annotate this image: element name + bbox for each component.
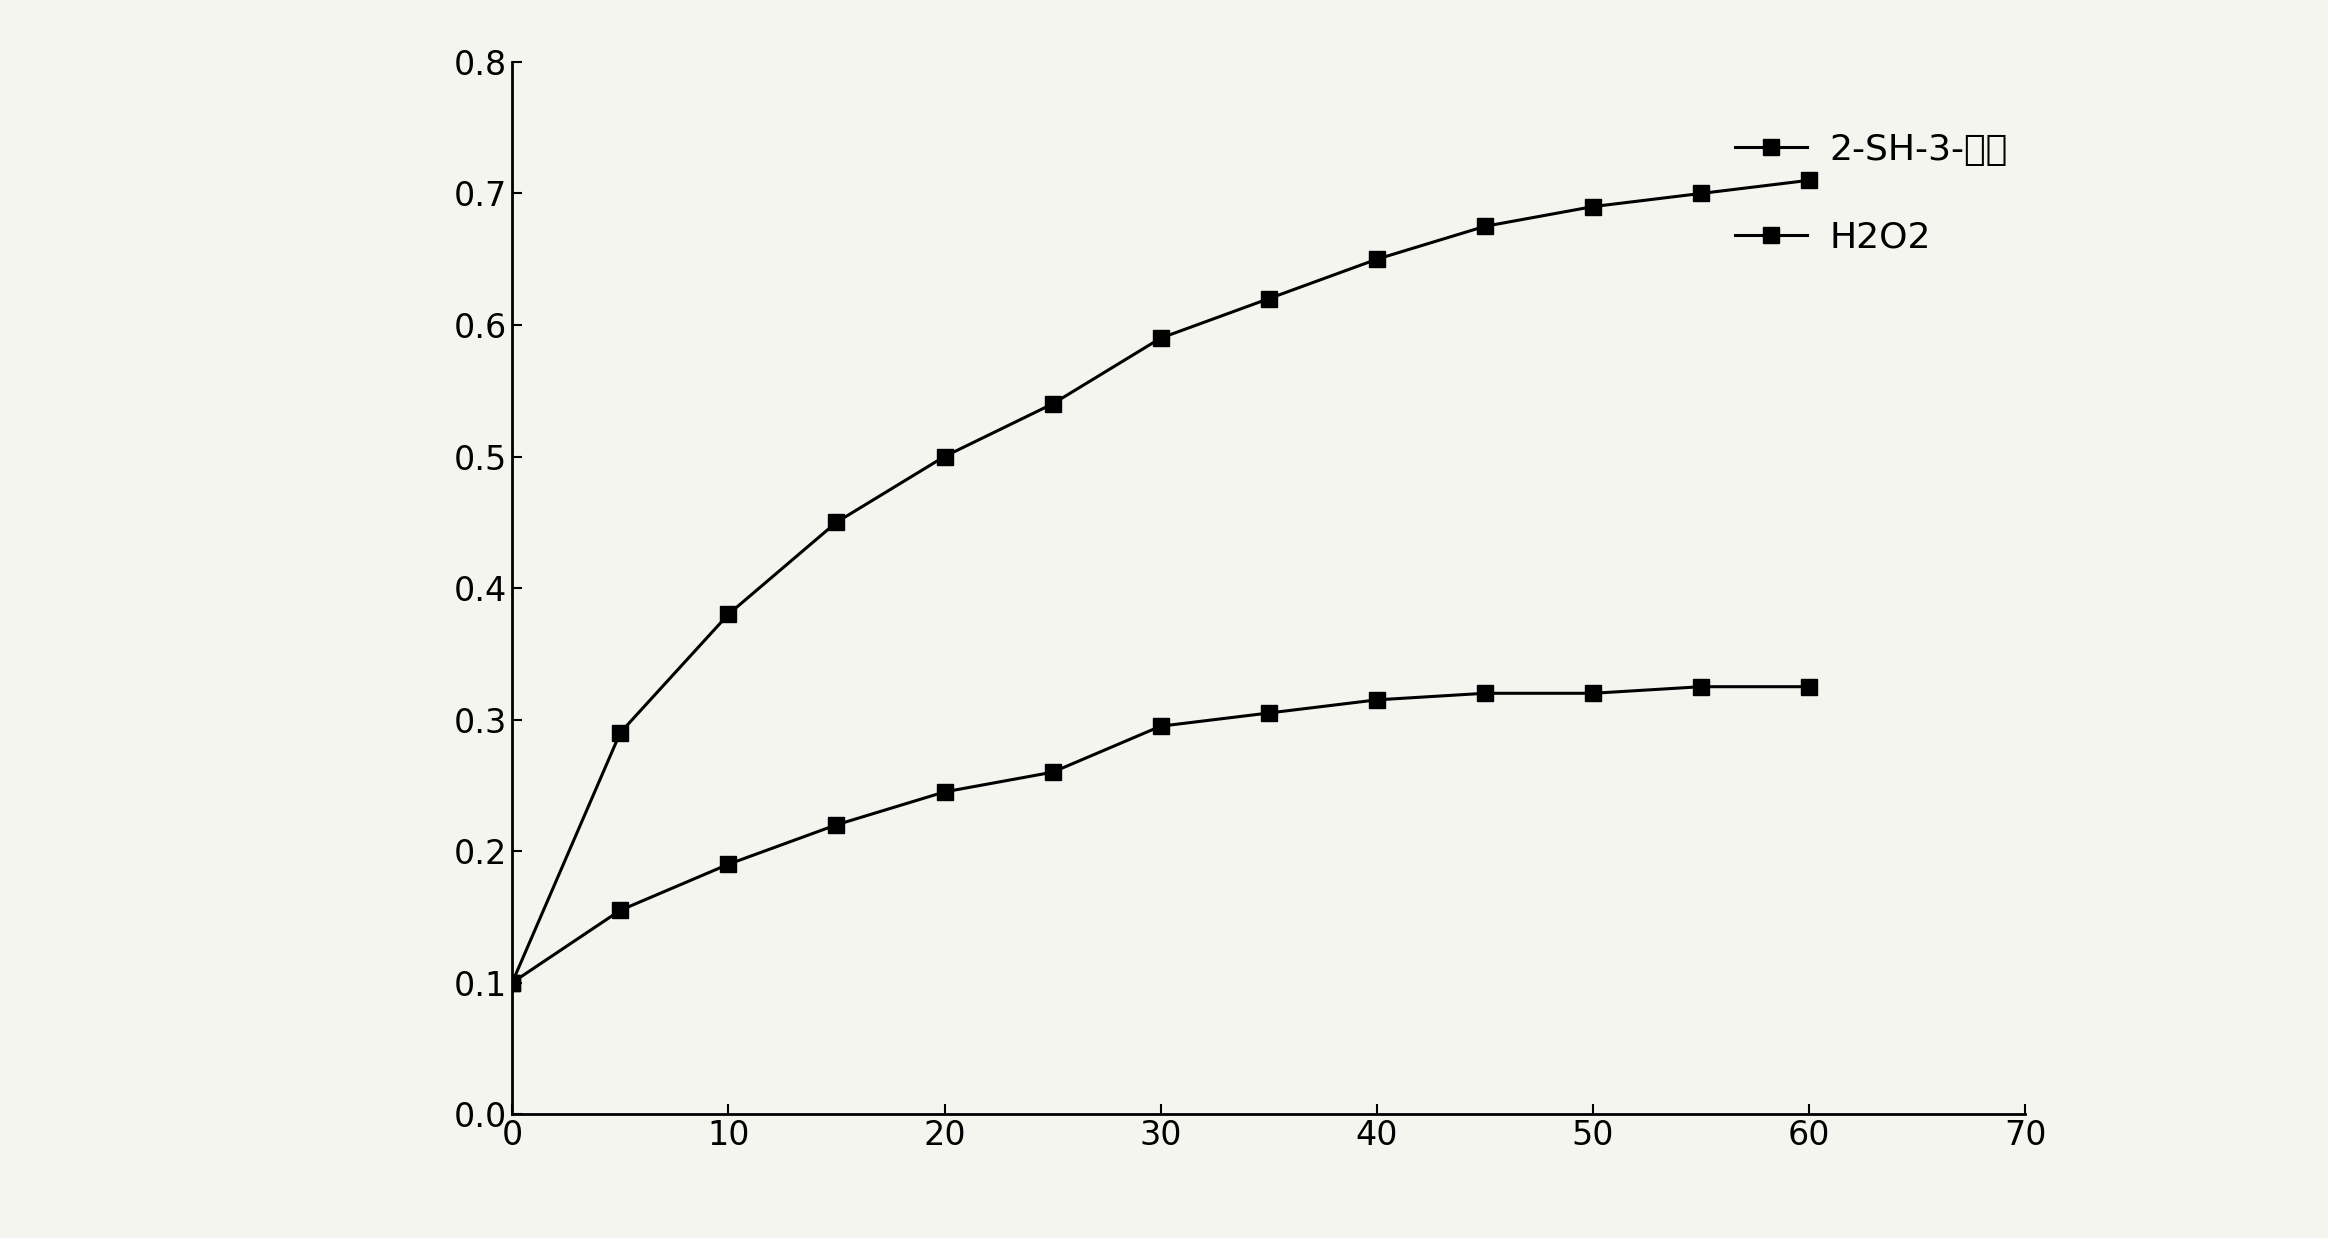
Line: 2-SH-3-丁醇: 2-SH-3-丁醇 [505, 172, 1816, 990]
2-SH-3-丁醇 [1038, 396, 1066, 411]
H2O2 [1471, 686, 1499, 701]
Legend: 2-SH-3-丁醇, H2O2: 2-SH-3-丁醇, H2O2 [1734, 132, 2007, 255]
2-SH-3-丁醇 [498, 976, 526, 990]
H2O2 [1362, 692, 1390, 707]
2-SH-3-丁醇 [1688, 186, 1716, 201]
H2O2 [605, 903, 633, 917]
2-SH-3-丁醇 [1255, 291, 1283, 306]
H2O2 [1688, 680, 1716, 695]
H2O2 [1148, 719, 1176, 734]
2-SH-3-丁醇 [1148, 331, 1176, 345]
H2O2 [715, 857, 743, 872]
Line: H2O2: H2O2 [505, 680, 1816, 990]
2-SH-3-丁醇 [1471, 219, 1499, 234]
2-SH-3-丁醇 [1362, 251, 1390, 266]
2-SH-3-丁醇 [931, 449, 959, 464]
H2O2 [1795, 680, 1823, 695]
H2O2 [1255, 706, 1283, 721]
2-SH-3-丁醇 [822, 515, 850, 530]
H2O2 [498, 976, 526, 990]
2-SH-3-丁醇 [715, 607, 743, 621]
H2O2 [931, 785, 959, 800]
H2O2 [822, 817, 850, 832]
H2O2 [1578, 686, 1606, 701]
2-SH-3-丁醇 [1795, 173, 1823, 188]
2-SH-3-丁醇 [1578, 199, 1606, 214]
H2O2 [1038, 765, 1066, 780]
2-SH-3-丁醇 [605, 725, 633, 740]
